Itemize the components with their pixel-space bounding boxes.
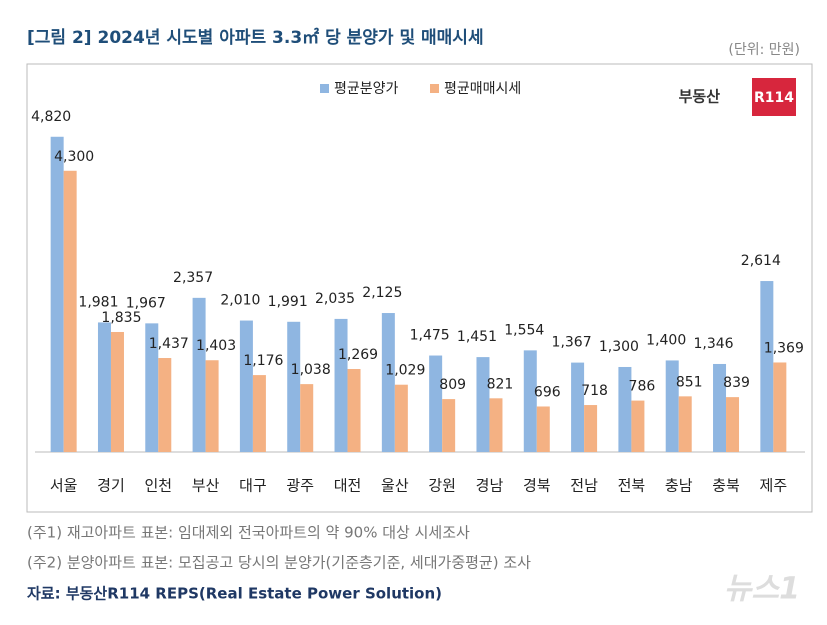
unit: (단위: 만원) <box>728 42 800 58</box>
bar <box>50 136 64 452</box>
value-label: 821 <box>487 376 514 392</box>
value-label: 2,125 <box>362 285 402 301</box>
bar <box>618 366 632 452</box>
bar <box>63 170 77 452</box>
value-label: 786 <box>629 379 656 395</box>
value-label: 1,554 <box>504 322 544 338</box>
note: (주2) 분양아파트 표본: 모집공고 당시의 분양가(기준층기준, 세대가중평… <box>27 554 531 572</box>
value-label: 4,820 <box>31 109 71 125</box>
value-label: 1,369 <box>764 340 804 356</box>
value-label: 1,300 <box>599 339 639 355</box>
value-label: 718 <box>581 383 608 399</box>
x-tick-label: 광주 <box>286 477 314 495</box>
bar <box>536 406 550 452</box>
value-label: 2,035 <box>315 291 355 307</box>
note: (주1) 재고아파트 표본: 임대제외 전국아파트의 약 90% 대상 시세조사 <box>27 524 470 542</box>
bar <box>394 384 408 452</box>
bar <box>489 398 503 452</box>
x-tick-label: 부산 <box>192 477 220 495</box>
x-tick-label: 인천 <box>144 477 172 495</box>
bar <box>334 318 348 452</box>
chart-frame <box>26 63 813 513</box>
bar <box>442 399 456 452</box>
bar <box>239 320 253 452</box>
chart-title: [그림 2] 2024년 시도별 아파트 3.3㎡ 당 분양가 및 매매시세 <box>27 27 484 48</box>
logo-box <box>752 78 796 116</box>
legend-label: 평균매매시세 <box>444 81 521 97</box>
value-label: 809 <box>439 377 466 393</box>
bar <box>110 331 124 452</box>
legend-swatch <box>430 84 439 93</box>
bar <box>145 323 159 452</box>
x-tick-label: 울산 <box>381 477 409 495</box>
source: 자료: 부동산R114 REPS(Real Estate Power Solut… <box>27 585 442 603</box>
x-tick-label: 대구 <box>239 477 267 495</box>
value-label: 696 <box>534 384 561 400</box>
logo-text: 부동산 <box>679 88 721 106</box>
logo-text: R114 <box>754 90 794 106</box>
value-label: 1,437 <box>149 336 189 352</box>
x-tick-label: 대전 <box>334 477 362 495</box>
value-label: 4,300 <box>54 149 94 165</box>
value-label: 1,403 <box>196 338 236 354</box>
bar <box>158 358 172 452</box>
value-label: 1,029 <box>385 363 425 379</box>
value-label: 2,614 <box>741 253 781 269</box>
value-label: 1,451 <box>457 329 497 345</box>
bar <box>476 357 490 452</box>
value-label: 1,835 <box>101 310 141 326</box>
bar <box>287 321 301 452</box>
watermark: 뉴스1 <box>724 572 800 607</box>
x-tick-label: 충남 <box>665 477 693 495</box>
bar <box>192 297 206 452</box>
bar <box>300 384 314 452</box>
x-tick-label: 전북 <box>618 477 646 495</box>
bar <box>665 360 679 452</box>
bar <box>381 313 395 452</box>
bar <box>773 362 787 452</box>
value-label: 1,367 <box>552 335 592 351</box>
value-label: 1,346 <box>693 336 733 352</box>
value-label: 2,010 <box>220 293 260 309</box>
bar <box>97 322 111 452</box>
bar <box>523 350 537 452</box>
bar <box>347 369 361 452</box>
x-tick-label: 경북 <box>523 477 551 495</box>
legend-label: 평균분양가 <box>334 81 399 97</box>
x-tick-label: 충북 <box>712 477 740 495</box>
bar <box>713 363 727 452</box>
bar <box>631 400 645 452</box>
value-label: 1,981 <box>78 294 118 310</box>
x-tick-label: 경기 <box>97 477 125 495</box>
bar <box>584 405 598 452</box>
bar <box>252 375 266 452</box>
x-tick-label: 경남 <box>476 477 504 495</box>
value-label: 1,475 <box>410 328 450 344</box>
value-label: 1,967 <box>126 295 166 311</box>
value-label: 839 <box>723 375 750 391</box>
x-tick-label: 전남 <box>570 477 598 495</box>
value-label: 851 <box>676 374 703 390</box>
x-tick-label: 서울 <box>50 477 78 495</box>
bar <box>678 396 692 452</box>
value-label: 1,269 <box>338 347 378 363</box>
bar <box>760 281 774 452</box>
value-label: 2,357 <box>173 270 213 286</box>
value-label: 1,991 <box>268 294 308 310</box>
x-tick-label: 강원 <box>428 477 456 495</box>
bar <box>205 360 219 452</box>
bar <box>726 397 740 452</box>
value-label: 1,038 <box>291 362 331 378</box>
bar <box>429 355 443 452</box>
value-label: 1,176 <box>243 353 283 369</box>
x-tick-label: 제주 <box>760 477 788 495</box>
bar <box>571 362 585 452</box>
legend-swatch <box>320 84 329 93</box>
value-label: 1,400 <box>646 332 686 348</box>
